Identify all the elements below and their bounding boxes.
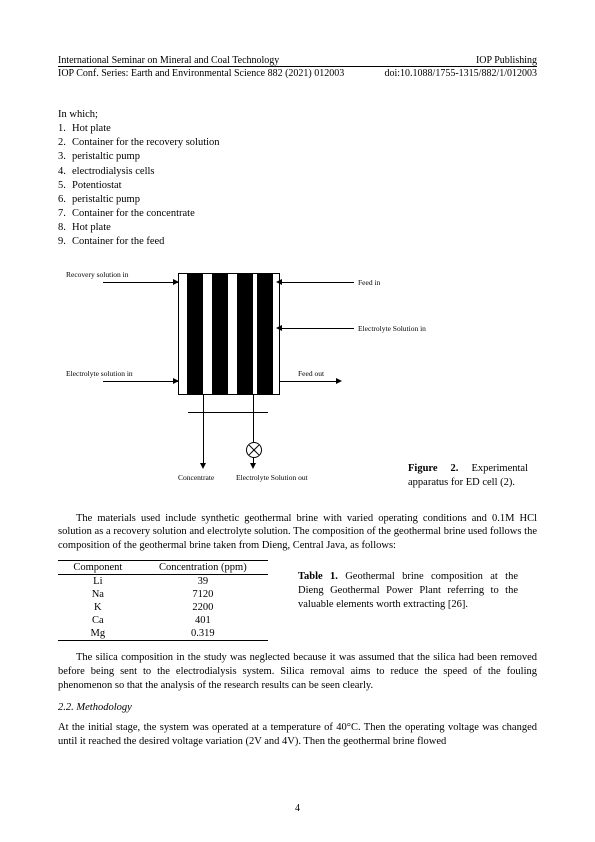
label-feed-out: Feed out (298, 369, 324, 378)
list-item: 3.peristaltic pump (58, 150, 537, 164)
label-elec-in-left: Electrolyte solution in (66, 369, 133, 378)
label-elec-out: Electrolyte Solution out (236, 473, 308, 482)
table-label: Table 1. (298, 571, 338, 582)
running-header-1: International Seminar on Mineral and Coa… (58, 55, 537, 66)
table-header-row: Component Concentration (ppm) (58, 561, 268, 575)
table-row: K2200 (58, 601, 268, 614)
list-item: 4.electrodialysis cells (58, 165, 537, 179)
paragraph-silica: The silica composition in the study was … (58, 651, 537, 692)
figure-2: Recovery solution in Feed in Electrolyte… (58, 268, 537, 498)
list-item: 8.Hot plate (58, 221, 537, 235)
header-left1: International Seminar on Mineral and Coa… (58, 55, 279, 66)
list-item: 9.Container for the feed (58, 235, 537, 249)
section-methodology-heading: 2.2. Methodology (58, 702, 537, 713)
table-row: Na7120 (58, 588, 268, 601)
figure-2-caption: Figure 2. Experimental apparatus for ED … (408, 462, 528, 489)
ed-cell-diagram: Recovery solution in Feed in Electrolyte… (58, 268, 388, 498)
col-component: Component (58, 561, 138, 575)
paragraph-materials: The materials used include synthetic geo… (58, 512, 537, 553)
list-item: 5.Potentiostat (58, 179, 537, 193)
header-right2: doi:10.1088/1755-1315/882/1/012003 (385, 68, 538, 79)
paragraph-methodology: At the initial stage, the system was ope… (58, 721, 537, 748)
table-1-block: Component Concentration (ppm) Li39 Na712… (58, 560, 537, 641)
label-concentrate: Concentrate (178, 473, 214, 482)
cell-box (178, 273, 280, 395)
table-row: Mg0.319 (58, 627, 268, 641)
table-1-caption: Table 1. Geothermal brine composition at… (298, 570, 518, 611)
label-recovery-in: Recovery solution in (66, 270, 129, 279)
apparatus-list: 1.Hot plate 2.Container for the recovery… (58, 122, 537, 250)
running-header-2: IOP Conf. Series: Earth and Environmenta… (58, 66, 537, 79)
table-row: Li39 (58, 575, 268, 589)
list-item: 7.Container for the concentrate (58, 207, 537, 221)
figure-label: Figure 2. (408, 463, 458, 474)
page-number: 4 (0, 803, 595, 814)
header-right1: IOP Publishing (476, 55, 537, 66)
brine-composition-table: Component Concentration (ppm) Li39 Na712… (58, 560, 268, 641)
list-intro: In which; (58, 109, 537, 120)
valve-icon (246, 442, 262, 458)
header-left2: IOP Conf. Series: Earth and Environmenta… (58, 68, 344, 79)
label-feed-in: Feed in (358, 278, 380, 287)
list-item: 1.Hot plate (58, 122, 537, 136)
col-concentration: Concentration (ppm) (138, 561, 268, 575)
list-item: 2.Container for the recovery solution (58, 136, 537, 150)
label-elec-in-right: Electrolyte Solution in (358, 324, 426, 333)
list-item: 6.peristaltic pump (58, 193, 537, 207)
table-row: Ca401 (58, 614, 268, 627)
